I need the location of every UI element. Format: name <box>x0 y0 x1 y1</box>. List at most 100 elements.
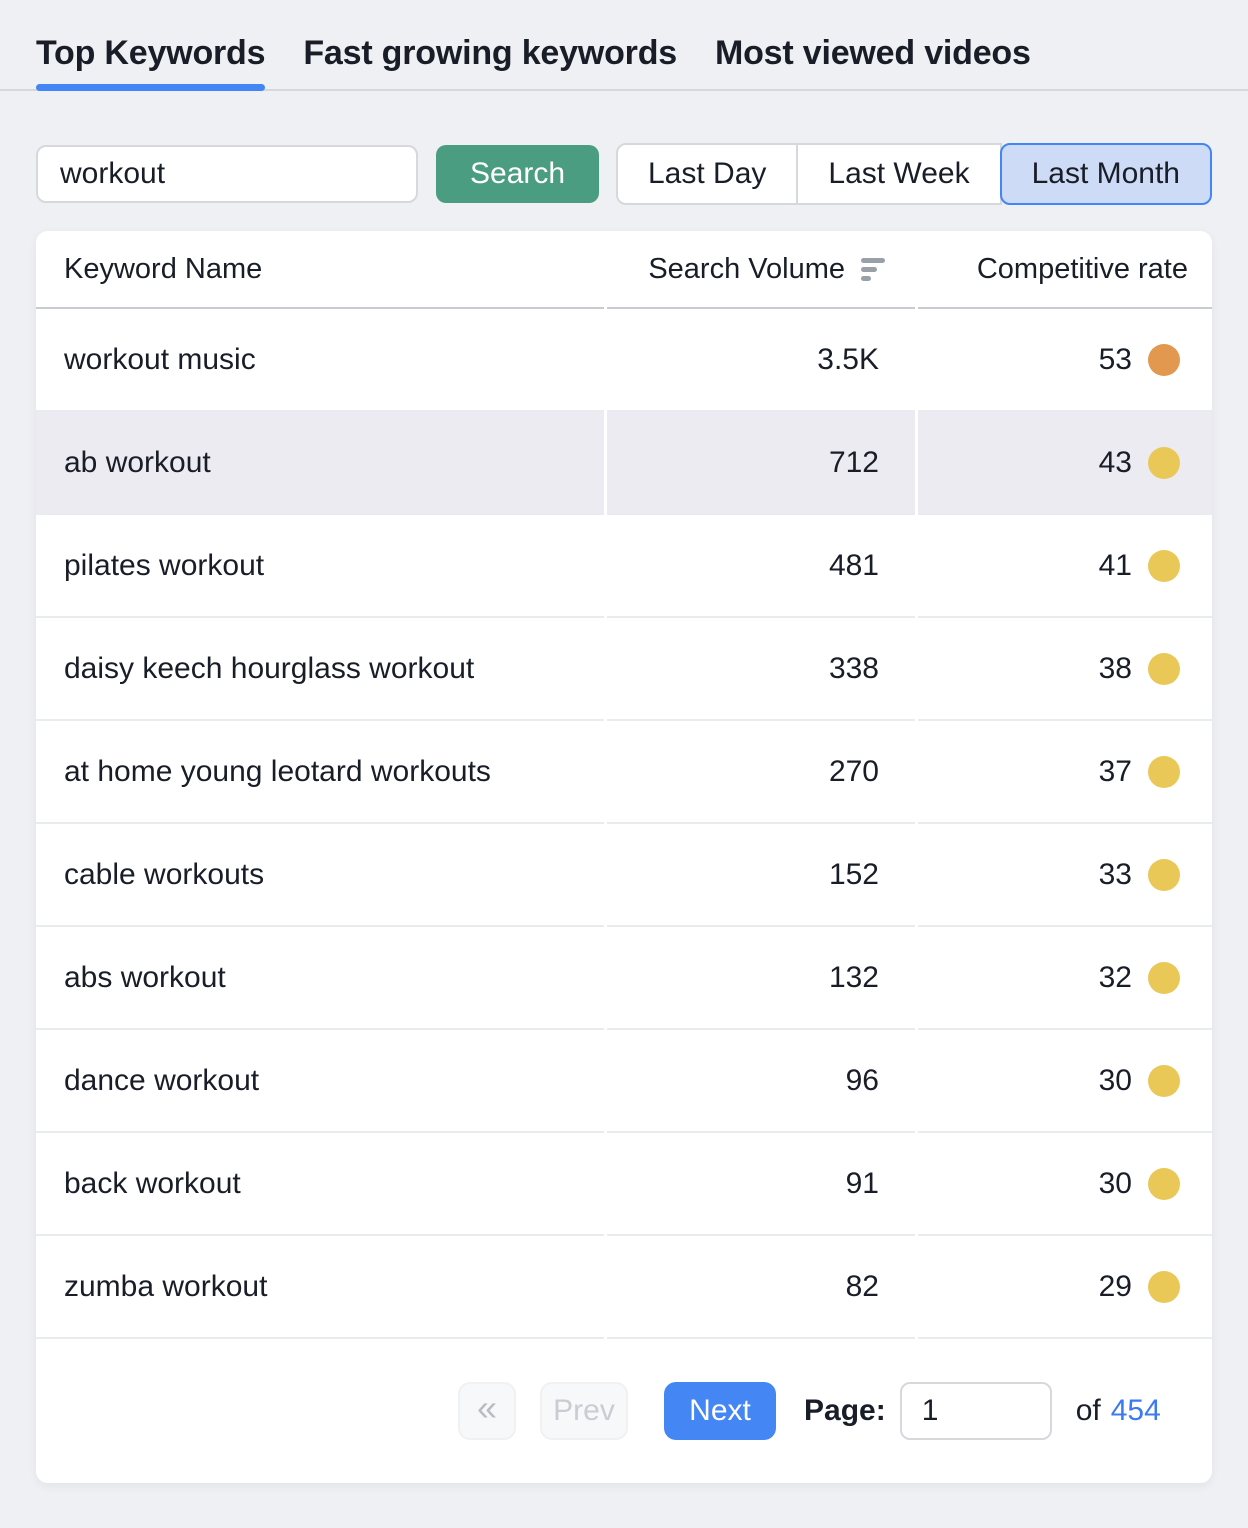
table-row[interactable]: daisy keech hourglass workout 338 38 <box>36 618 1212 721</box>
prev-page-button[interactable]: Prev <box>540 1382 628 1440</box>
competitive-rate-dot <box>1148 1064 1180 1097</box>
competitive-rate-dot <box>1148 446 1180 479</box>
search-volume-value: 132 <box>828 960 879 994</box>
keyword-name: workout music <box>64 342 256 376</box>
controls-row: Search Last Day Last Week Last Month <box>36 143 1212 205</box>
table-body: workout music 3.5K 53 ab workout 712 43 … <box>36 309 1212 1339</box>
page-label: Page: <box>804 1394 886 1427</box>
page-number-input[interactable] <box>899 1382 1052 1440</box>
keyword-name: cable workouts <box>64 857 265 891</box>
competitive-rate-value: 41 <box>1098 548 1132 582</box>
keyword-cell: daisy keech hourglass workout <box>36 618 604 721</box>
keyword-name: ab workout <box>64 445 211 479</box>
competitive-rate-dot <box>1148 961 1180 994</box>
competitive-rate-value: 53 <box>1098 342 1132 376</box>
competitive-rate-dot <box>1148 1270 1180 1303</box>
table-row[interactable]: back workout 91 30 <box>36 1133 1212 1236</box>
table-row[interactable]: workout music 3.5K 53 <box>36 309 1212 412</box>
search-volume-cell: 712 <box>607 412 915 515</box>
competitive-rate-value: 37 <box>1098 754 1132 788</box>
tab-bar: Top Keywords Fast growing keywords Most … <box>0 0 1248 91</box>
keyword-cell: workout music <box>36 309 604 412</box>
competitive-rate-dot <box>1148 1167 1180 1200</box>
competitive-rate-value: 33 <box>1098 857 1132 891</box>
search-volume-cell: 91 <box>607 1133 915 1236</box>
filter-last-week[interactable]: Last Week <box>796 143 1002 205</box>
competitive-rate-dot <box>1148 343 1180 376</box>
competitive-rate-dot <box>1148 858 1180 891</box>
keyword-name: zumba workout <box>64 1269 268 1303</box>
keyword-cell: zumba workout <box>36 1236 604 1339</box>
column-header-search-volume: Search Volume <box>607 231 915 309</box>
keyword-name: pilates workout <box>64 548 265 582</box>
keyword-cell: back workout <box>36 1133 604 1236</box>
search-volume-value: 96 <box>845 1063 879 1097</box>
search-volume-cell: 132 <box>607 927 915 1030</box>
competitive-rate-dot <box>1148 549 1180 582</box>
table-row[interactable]: at home young leotard workouts 270 37 <box>36 721 1212 824</box>
table-row[interactable]: ab workout 712 43 <box>36 412 1212 515</box>
search-volume-value: 481 <box>828 548 879 582</box>
search-input[interactable] <box>36 145 418 203</box>
competitive-rate-cell: 43 <box>918 412 1212 515</box>
total-pages-link[interactable]: 454 <box>1110 1394 1161 1427</box>
tab-most-viewed-videos[interactable]: Most viewed videos <box>714 34 1031 72</box>
competitive-rate-cell: 53 <box>918 309 1212 412</box>
keyword-cell: abs workout <box>36 927 604 1030</box>
competitive-rate-cell: 30 <box>918 1133 1212 1236</box>
competitive-rate-value: 30 <box>1098 1063 1132 1097</box>
table-row[interactable]: abs workout 132 32 <box>36 927 1212 1030</box>
search-button[interactable]: Search <box>436 145 600 203</box>
competitive-rate-cell: 37 <box>918 721 1212 824</box>
search-volume-header-label: Search Volume <box>648 252 845 285</box>
search-volume-cell: 270 <box>607 721 915 824</box>
keyword-cell: dance workout <box>36 1030 604 1133</box>
search-volume-value: 82 <box>845 1269 879 1303</box>
search-volume-cell: 96 <box>607 1030 915 1133</box>
search-volume-cell: 481 <box>607 515 915 618</box>
keyword-cell: ab workout <box>36 412 604 515</box>
keyword-name: back workout <box>64 1166 241 1200</box>
table-row[interactable]: zumba workout 82 29 <box>36 1236 1212 1339</box>
keyword-name: dance workout <box>64 1063 260 1097</box>
competitive-rate-value: 30 <box>1098 1166 1132 1200</box>
tab-fast-growing-keywords[interactable]: Fast growing keywords <box>303 34 677 72</box>
competitive-rate-value: 43 <box>1098 445 1132 479</box>
competitive-rate-dot <box>1148 652 1180 685</box>
keyword-cell: pilates workout <box>36 515 604 618</box>
keyword-name: abs workout <box>64 960 226 994</box>
search-volume-value: 712 <box>828 445 879 479</box>
keyword-cell: cable workouts <box>36 824 604 927</box>
table-row[interactable]: pilates workout 481 41 <box>36 515 1212 618</box>
search-volume-value: 270 <box>828 754 879 788</box>
table-row[interactable]: cable workouts 152 33 <box>36 824 1212 927</box>
search-volume-value: 152 <box>828 857 879 891</box>
sort-descending-icon[interactable] <box>861 257 887 281</box>
search-volume-value: 91 <box>845 1166 879 1200</box>
search-volume-value: 3.5K <box>817 342 879 376</box>
competitive-rate-cell: 38 <box>918 618 1212 721</box>
keyword-name: at home young leotard workouts <box>64 754 491 788</box>
competitive-rate-cell: 41 <box>918 515 1212 618</box>
tabs: Top Keywords Fast growing keywords Most … <box>36 34 1212 91</box>
competitive-rate-cell: 32 <box>918 927 1212 1030</box>
search-volume-value: 338 <box>828 651 879 685</box>
table-row[interactable]: dance workout 96 30 <box>36 1030 1212 1133</box>
competitive-rate-value: 38 <box>1098 651 1132 685</box>
tab-top-keywords[interactable]: Top Keywords <box>36 34 266 91</box>
keyword-name: daisy keech hourglass workout <box>64 651 475 685</box>
filter-last-day[interactable]: Last Day <box>616 143 799 205</box>
competitive-rate-cell: 30 <box>918 1030 1212 1133</box>
search-volume-cell: 3.5K <box>607 309 915 412</box>
time-filter-group: Last Day Last Week Last Month <box>616 143 1212 205</box>
first-page-button[interactable]: « <box>458 1382 516 1440</box>
keywords-table-card: Keyword Name Search Volume Competitive r… <box>36 231 1212 1483</box>
next-page-button[interactable]: Next <box>664 1382 776 1440</box>
keyword-cell: at home young leotard workouts <box>36 721 604 824</box>
pagination-bar: « Prev Next Page: of 454 <box>36 1339 1212 1483</box>
competitive-rate-dot <box>1148 755 1180 788</box>
filter-last-month[interactable]: Last Month <box>999 143 1212 205</box>
search-volume-cell: 82 <box>607 1236 915 1339</box>
competitive-rate-value: 29 <box>1098 1269 1132 1303</box>
